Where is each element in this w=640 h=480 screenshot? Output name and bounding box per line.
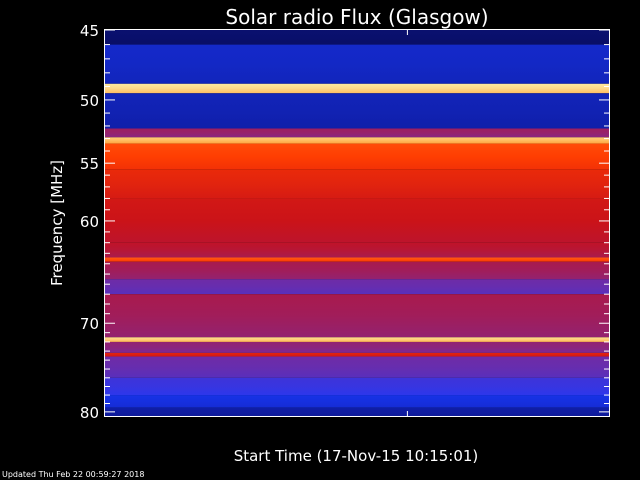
frequency-band <box>105 261 609 280</box>
y-tick-label: 70 <box>80 315 99 333</box>
frequency-band <box>105 30 609 45</box>
frequency-band <box>105 407 609 416</box>
updated-timestamp: Updated Thu Feb 22 00:59:27 2018 <box>2 470 145 479</box>
spectrogram-heatmap <box>105 30 609 416</box>
x-axis-label: Start Time (17-Nov-15 10:15:01) <box>234 447 479 465</box>
frequency-band <box>105 143 609 170</box>
frequency-band <box>105 169 609 199</box>
frequency-band <box>105 377 609 396</box>
y-tick-label: 60 <box>80 213 99 231</box>
frequency-band <box>105 337 609 342</box>
frequency-band <box>105 83 609 94</box>
frequency-band <box>105 198 609 243</box>
frequency-band <box>105 257 609 262</box>
frequency-band <box>105 356 609 378</box>
frequency-band <box>105 341 609 353</box>
frequency-band <box>105 93 609 129</box>
x-axis: 10:1610:2010:2410:28 <box>406 30 408 416</box>
y-axis: 45 50 55 60 70 80 <box>80 22 609 422</box>
y-tick-label: 50 <box>80 92 99 110</box>
plot-frame <box>104 29 610 417</box>
y-axis-label-prefix: Frequency <box>48 204 66 286</box>
y-tick-label: 80 <box>80 404 99 422</box>
frequency-band <box>105 128 609 138</box>
y-axis-label-open-bracket: [ <box>48 198 66 204</box>
y-axis-label-unit: MHz <box>48 166 66 198</box>
y-axis-label: Frequency [MHz] <box>48 160 66 286</box>
frequency-band <box>105 395 609 408</box>
frequency-band <box>105 279 609 295</box>
y-tick-label: 55 <box>80 155 99 173</box>
frequency-band <box>105 242 609 258</box>
frequency-band <box>105 352 609 357</box>
frequency-band <box>105 294 609 338</box>
frequency-band <box>105 137 609 144</box>
y-tick-label: 45 <box>80 22 99 40</box>
chart-title: Solar radio Flux (Glasgow) <box>225 5 488 29</box>
frequency-band <box>105 44 609 84</box>
y-axis-label-close-bracket: ] <box>48 160 66 166</box>
